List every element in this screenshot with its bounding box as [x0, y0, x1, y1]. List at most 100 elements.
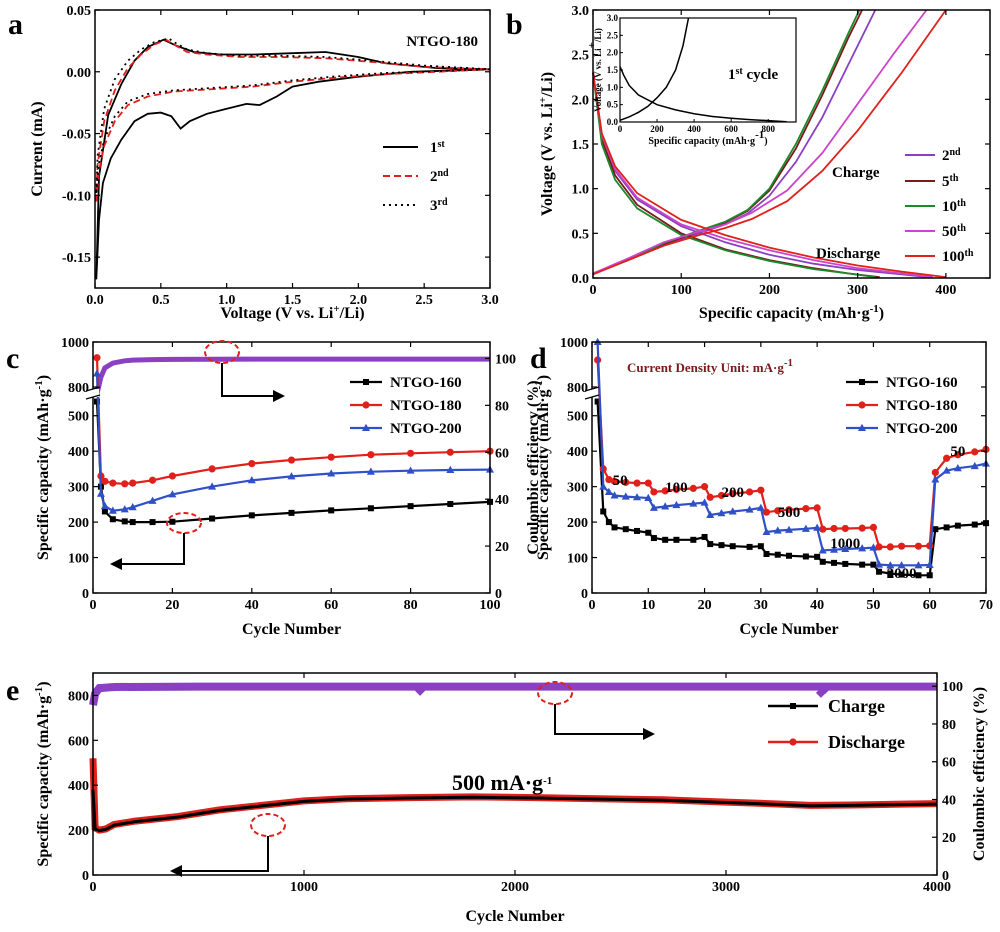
panel-a-title: NTGO-180 [406, 34, 478, 50]
rate-marker-NTGO-160 [898, 571, 905, 578]
rate-marker-NTGO-160 [673, 536, 680, 543]
rate-marker-NTGO-180 [689, 484, 697, 493]
capacity-marker-NTGO-200 [247, 476, 256, 484]
rate-marker-NTGO-180 [819, 525, 827, 533]
panel-e-xtick-label: 4000 [923, 880, 951, 895]
panel-e-y2tick-label: 100 [942, 680, 963, 695]
panel-c-ytick-label: 200 [68, 516, 89, 531]
inset-title: 1st cycle [728, 66, 778, 84]
panel-c-ytick-label: 300 [68, 481, 89, 496]
panel-a-series-group [95, 37, 491, 280]
rate-marker-NTGO-200 [875, 560, 884, 568]
cv-line-3rd [95, 37, 491, 193]
rate-marker-NTGO-180 [858, 524, 866, 532]
panel-b-ylabel: Voltage (V vs. Li+/Li) [537, 72, 556, 216]
ce-line-e [89, 682, 937, 706]
capacity-marker-NTGO-180 [168, 472, 176, 480]
rate-label-50: 50 [613, 473, 628, 489]
capacity-marker-NTGO-180 [93, 354, 101, 362]
inset-ytick-label: 1.5 [607, 65, 619, 75]
panel-d-xtick-label: 30 [754, 598, 768, 613]
panel-b-xtick-label: 200 [759, 283, 780, 298]
rate-marker-NTGO-160 [774, 551, 781, 558]
rate-marker-NTGO-180 [706, 493, 714, 501]
inset-curve-charge [619, 17, 690, 122]
capacity-highlight-ellipse-e [250, 813, 286, 837]
capacity-marker-NTGO-180 [208, 465, 216, 473]
rate-marker-NTGO-180 [897, 542, 906, 550]
panel-e-y2tick-label: 0 [942, 869, 949, 884]
rate-marker-NTGO-200 [661, 502, 670, 510]
capacity-marker-NTGO-160 [169, 518, 176, 525]
panel-e-xtick-label: 0 [90, 880, 97, 895]
capacity-marker-NTGO-200 [120, 505, 129, 513]
panel-d-ytick-label: 400 [567, 445, 588, 460]
inset-ytick-label: 2.5 [607, 30, 619, 40]
rate-marker-NTGO-180 [841, 524, 849, 533]
panel-d-ytick-label: 0 [581, 587, 588, 602]
rate-marker-NTGO-200 [953, 464, 962, 472]
legend-a-label-2nd: 2nd [430, 168, 449, 186]
capacity-marker-NTGO-160 [367, 505, 374, 512]
capacity-marker-NTGO-180 [446, 448, 454, 456]
panel-c-axis-break [87, 389, 99, 397]
rate-marker-NTGO-180 [700, 483, 709, 491]
rate-marker-NTGO-160 [802, 553, 809, 560]
rate-marker-NTGO-160 [763, 551, 770, 557]
discharge-annotation: Discharge [816, 246, 880, 262]
rate-marker-NTGO-200 [931, 475, 940, 483]
panel-c-y2tick-label: 100 [495, 352, 516, 367]
rate-marker-NTGO-200 [633, 493, 642, 501]
panel-a-xtick-label: 0.0 [86, 293, 104, 308]
charge-curve-100th [592, 9, 947, 276]
rate-label-2000: 2000 [887, 566, 917, 582]
rate-marker-NTGO-180 [605, 475, 613, 484]
capacity-marker-NTGO-160 [121, 518, 128, 525]
legend-e-marker-Charge [790, 703, 796, 709]
panel-d-xtick-label: 40 [810, 598, 824, 613]
rate-marker-NTGO-160 [859, 561, 866, 568]
panel-b-xlabel: Specific capacity (mAh·g-1) [699, 303, 884, 322]
panel-b-label: b [506, 8, 523, 41]
rate-marker-NTGO-160 [814, 553, 821, 560]
capacity-axis-arrow-e [170, 836, 269, 877]
legend-d-label-NTGO-180: NTGO-180 [886, 398, 958, 414]
panel-c-y2label: Coulombic efficiency (%) [525, 380, 542, 554]
panel-d-xtick-label: 20 [698, 598, 712, 613]
panel-c-ytick-label: 0 [82, 587, 89, 602]
rate-marker-NTGO-180 [661, 487, 669, 495]
panel-e-series-group [89, 758, 938, 834]
panel-e-y2tick-label: 40 [942, 793, 956, 808]
capacity-marker-NTGO-160 [101, 508, 108, 515]
capacity-marker-NTGO-200 [168, 490, 177, 498]
rate-marker-NTGO-160 [707, 541, 714, 548]
legend-d-marker-NTGO-180 [858, 401, 866, 409]
rate-marker-NTGO-200 [886, 561, 895, 569]
rate-marker-NTGO-200 [858, 544, 867, 552]
legend-c-marker-NTGO-160 [363, 379, 369, 385]
legend-b-label-100th: 100th [942, 248, 974, 266]
capacity-marker-NTGO-160 [288, 509, 295, 516]
panel-a-ytick-label: 0.00 [67, 66, 92, 81]
panel-c-ylabel: Specific capacity (mAh·g-1) [33, 375, 52, 560]
rate-marker-NTGO-200 [970, 461, 979, 470]
rate-marker-NTGO-180 [875, 543, 883, 551]
panel-d-axis-break [586, 389, 598, 397]
capacity-line-NTGO-200 [95, 373, 491, 512]
panel-c-y2tick-label: 80 [495, 399, 509, 414]
panel-e-xtick-label: 1000 [290, 880, 318, 895]
inset-xtick-label: 800 [761, 124, 775, 134]
panel-c-xtick-label: 20 [165, 598, 179, 613]
rate-marker-NTGO-180 [914, 542, 923, 550]
inset-ylabel: Voltage (V vs. Li+/Li) [586, 28, 603, 112]
rate-marker-NTGO-180 [813, 504, 821, 512]
panel-e-ylabel: Specific capacity (mAh·g-1) [33, 681, 52, 866]
rate-marker-NTGO-180 [954, 451, 962, 459]
panel-e-ytick-label: 800 [68, 689, 89, 704]
capacity-marker-NTGO-160 [447, 501, 454, 508]
panel-b-series-group [592, 9, 947, 278]
capacity-marker-NTGO-180 [407, 449, 415, 457]
panel-c-xtick-label: 80 [404, 598, 418, 613]
capacity-marker-NTGO-160 [149, 519, 156, 526]
